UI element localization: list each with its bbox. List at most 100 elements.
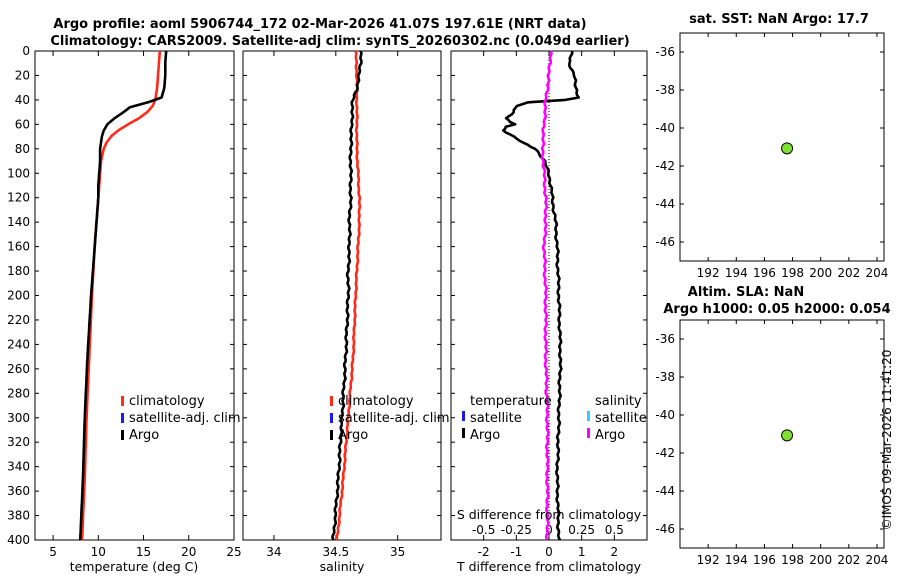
salinity-axes-box [242,50,442,541]
x-tick-label: 202 [837,553,860,567]
legend-satellite-clim-swatch [330,413,333,423]
legend-climatology-swatch [330,396,333,406]
x-tick-label: -1 [510,545,522,559]
imos-timestamp-watermark: ©IMOS 09-Mar-2026 11:41:20 [880,350,894,531]
y-tick-label: -46 [655,235,675,249]
top-x-tick-label: -0.25 [501,523,532,537]
y-tick-label: 320 [7,435,30,449]
x-tick-label: 10 [91,545,106,559]
temperature-axes-box [34,50,235,541]
legend-s-argo-label: Argo [595,428,625,443]
x-tick-label: 20 [181,545,196,559]
x-tick-label: 204 [866,266,889,280]
y-tick-label: -40 [655,408,675,422]
figure-title-line1: Argo profile: aoml 5906744_172 02-Mar-20… [53,17,586,32]
y-tick-label: 80 [15,142,30,156]
figure-title-line2: Climatology: CARS2009. Satellite-adj cli… [50,34,629,49]
series-line-s-argo-climatology [540,50,553,541]
y-tick-label: 220 [7,313,30,327]
salinity-panel: 34 34.5 35 salinity climatology satellite-… [242,50,450,574]
series-line-climatology [335,50,362,541]
x-tick-label: 0 [545,545,553,559]
legend-climatology-swatch [121,396,124,406]
sla-map-ticks: 192 194 196 198 200 202 204 -36 -38 -40 -42 -44 -46 [655,320,888,567]
y-tick-label: 40 [15,93,30,107]
y-tick-label: 300 [7,411,30,425]
y-tick-label: -44 [655,484,675,498]
difference-top-tick-labels: -0.5 -0.25 0 0.25 0.5 [472,523,624,537]
legend-argo-swatch [121,430,124,440]
sla-map-title: Altim. SLA: NaN [688,285,804,300]
y-tick-label: 20 [15,68,30,82]
temperature-series [78,50,168,541]
legend-argo-swatch [330,430,333,440]
legend-t-satellite-label: satellite [470,411,522,426]
legend-satellite-clim-swatch [121,413,124,423]
y-tick-label: 400 [7,533,30,547]
legend-salinity-title: salinity [595,394,642,409]
y-tick-label: 280 [7,386,30,400]
legend-temperature-title: temperature [470,394,552,409]
sla-map-panel: Altim. SLA: NaN Argo h1000: 0.05 h2000: … [655,285,890,567]
x-tick-label: 194 [725,553,748,567]
y-tick-label: -38 [655,83,675,97]
y-tick-label: -44 [655,197,675,211]
series-line-climatology [80,50,162,541]
legend-s-satellite-swatch [587,411,590,421]
x-tick-label: 5 [49,545,57,559]
legend-s-satellite-label: satellite [595,411,647,426]
top-x-tick-label: 0 [545,523,553,537]
temperature-legend: climatology satellite-adj. clim Argo [121,394,241,443]
salinity-x-ticks: 34 34.5 35 [266,51,405,559]
legend-t-argo-label: Argo [470,428,500,443]
x-tick-label: 200 [809,266,832,280]
y-tick-label: -40 [655,121,675,135]
temperature-panel: 5 10 15 20 25 0 20 40 60 80 100 120 140 160 180 200 220… [7,44,242,574]
legend-s-argo-swatch [587,428,590,438]
y-tick-label: -42 [655,446,675,460]
y-tick-label: -36 [655,45,675,59]
salinity-series [331,50,363,541]
y-tick-label: 100 [7,166,30,180]
legend-t-satellite-swatch [462,411,465,421]
x-tick-label: 35 [390,545,405,559]
x-tick-label: 34.5 [322,545,349,559]
y-tick-label: -38 [655,370,675,384]
x-tick-label: 2 [611,545,619,559]
x-tick-label: 25 [226,545,241,559]
legend-climatology-label: climatology [129,394,205,409]
argo-location-marker [781,429,794,442]
y-tick-label: 260 [7,362,30,376]
x-tick-label: 200 [809,553,832,567]
y-tick-label: -46 [655,522,675,536]
sst-map-ticks: 192 194 196 198 200 202 204 -36 -38 -40 -42 -44 -46 [655,33,888,280]
salinity-y-ticks [243,50,441,541]
sst-map-title: sat. SST: NaN Argo: 17.7 [689,12,869,27]
salinity-xlabel: salinity [320,559,365,574]
x-tick-label: 198 [781,266,804,280]
x-tick-label: 196 [753,553,776,567]
top-x-tick-label: -0.5 [472,523,495,537]
x-tick-label: 202 [837,266,860,280]
x-tick-label: -2 [478,545,490,559]
legend-t-argo-swatch [462,428,465,438]
x-tick-label: 1 [578,545,586,559]
x-tick-label: 34 [266,545,281,559]
salinity-legend: climatology satellite-adj. clim Argo [330,394,450,443]
y-tick-label: 240 [7,337,30,351]
y-tick-label: 160 [7,240,30,254]
sla-map-subtitle: Argo h1000: 0.05 h2000: 0.054 [663,302,890,317]
legend-argo-label: Argo [338,428,368,443]
x-tick-label: 15 [136,545,151,559]
y-tick-label: 180 [7,264,30,278]
x-tick-label: 192 [697,553,720,567]
difference-x-ticks: -2 -1 0 1 2 [478,51,618,559]
difference-xlabel: T difference from climatology [456,559,642,574]
difference-series [501,50,581,541]
sst-map-axes-box [679,32,885,262]
y-tick-label: 0 [22,44,30,58]
temperature-xlabel: temperature (deg C) [70,559,199,574]
sla-map-axes-box [679,319,885,549]
temperature-y-ticks: 0 20 40 60 80 100 120 140 160 180 200 220 240 260 280 3… [7,44,234,547]
